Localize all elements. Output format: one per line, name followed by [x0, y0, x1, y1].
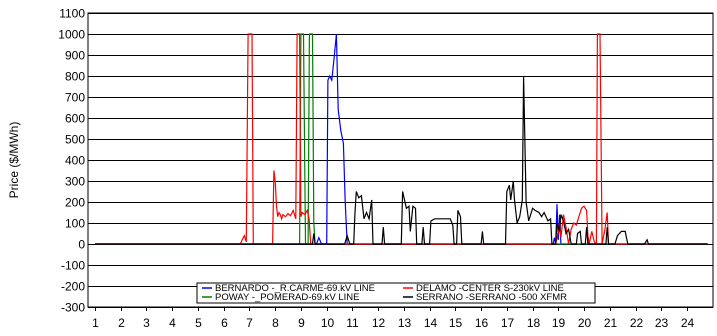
y-tick-label: 900 — [65, 49, 85, 63]
axis-layer: 110010009008007006005004003002001000-100… — [7, 7, 694, 331]
x-tick-label: 24 — [681, 316, 695, 330]
x-tick-label: 17 — [501, 316, 515, 330]
x-tick-label: 21 — [604, 316, 618, 330]
x-tick-label: 3 — [143, 316, 150, 330]
legend-label: BERNARDO -_R.CARME-69.kV LINE — [215, 283, 375, 294]
y-tick-label: 0 — [78, 238, 85, 252]
y-tick-label: 300 — [65, 175, 85, 189]
x-tick-label: 9 — [298, 316, 305, 330]
y-tick-label: 500 — [65, 133, 85, 147]
y-tick-label: 200 — [65, 196, 85, 210]
y-tick-label: -200 — [61, 280, 85, 294]
y-tick-label: -300 — [61, 301, 85, 315]
x-tick-label: 20 — [578, 316, 592, 330]
x-tick-label: 1 — [92, 316, 99, 330]
x-tick-label: 6 — [221, 316, 228, 330]
y-tick-label: 600 — [65, 112, 85, 126]
series-line-4 — [95, 77, 708, 245]
y-tick-label: 700 — [65, 91, 85, 105]
x-tick-label: 18 — [527, 316, 541, 330]
x-tick-label: 14 — [424, 316, 438, 330]
grid-layer — [87, 12, 714, 308]
x-tick-label: 12 — [372, 316, 386, 330]
y-tick-label: 1000 — [58, 28, 85, 42]
y-tick-label: 100 — [65, 217, 85, 231]
legend-label: SERRANO -SERRANO -500 XFMR — [416, 292, 567, 303]
x-tick-label: 5 — [195, 316, 202, 330]
y-tick-label: -100 — [61, 259, 85, 273]
legend-box — [196, 282, 596, 304]
x-tick-label: 15 — [449, 316, 463, 330]
x-tick-label: 10 — [321, 316, 335, 330]
y-tick-label: 1100 — [59, 7, 85, 21]
legend-label: DELAMO -CENTER S-230kV LINE — [416, 283, 564, 294]
x-tick-label: 4 — [169, 316, 176, 330]
series-line-3 — [95, 33, 708, 246]
x-tick-label: 23 — [655, 316, 669, 330]
x-tick-label: 16 — [475, 316, 489, 330]
y-axis-label: Price ($/MWh) — [7, 122, 21, 199]
x-tick-label: 11 — [346, 316, 359, 330]
x-tick-label: 7 — [246, 316, 253, 330]
y-tick-label: 400 — [65, 154, 85, 168]
series-layer — [95, 33, 708, 246]
x-tick-label: 22 — [630, 316, 644, 330]
x-tick-label: 19 — [552, 316, 566, 330]
y-tick-label: 800 — [65, 70, 85, 84]
legend-label: POWAY -_POMERAD-69.kV LINE — [215, 292, 359, 303]
x-tick-label: 8 — [272, 316, 279, 330]
x-tick-label: 2 — [118, 316, 125, 330]
x-tick-label: 13 — [398, 316, 412, 330]
